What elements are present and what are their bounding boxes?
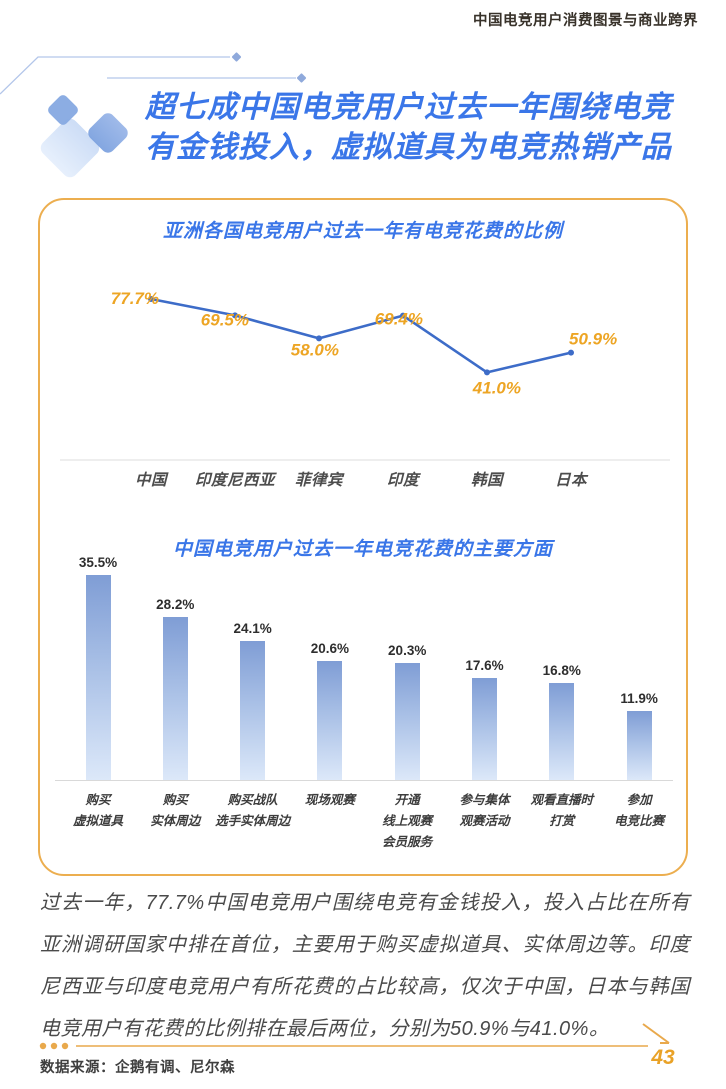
- bar-value-label: 11.9%: [620, 691, 658, 706]
- diamonds-icon: [40, 95, 128, 178]
- bar-value-label: 20.6%: [310, 641, 350, 656]
- line-chart-category-label: 中国: [134, 472, 167, 489]
- bar: [240, 641, 266, 780]
- line-point-marker: [316, 335, 322, 342]
- bar-category-line: 开通: [394, 793, 420, 807]
- bar-category-line: 参加: [626, 793, 652, 807]
- bar-chart-area: 35.5% 28.2% 24.1% 20.6% 20.3% 17.6% 16.8% 11.9%: [40, 555, 686, 780]
- line-point-label: 50.9%: [569, 330, 617, 349]
- line-chart-category-label: 菲律宾: [294, 472, 343, 489]
- bar-category-line: 选手实体周边: [215, 814, 291, 828]
- line-point-marker: [484, 369, 490, 376]
- bar-category-label: 购买 实体周边: [130, 790, 220, 832]
- bar-value-label: 28.2%: [156, 597, 195, 612]
- page-number: 43: [651, 1046, 675, 1069]
- line-series: [150, 297, 572, 374]
- line-point-label: 41.0%: [472, 378, 521, 397]
- bar-category-label: 购买 虚拟道具: [53, 790, 143, 832]
- line-chart-category-label: 印度尼西亚: [194, 472, 275, 489]
- bar-value-label: 35.5%: [78, 555, 118, 570]
- bar-category-line: 虚拟道具: [72, 814, 123, 828]
- bar-category-label: 开通线上观赛会员服务: [362, 790, 452, 853]
- bar-category-line: 观看直播时: [530, 793, 594, 807]
- bar-value-label: 16.8%: [542, 663, 581, 678]
- data-source-label: 数据来源：企鹅有调、尼尔森: [40, 1060, 235, 1076]
- bar: [162, 617, 188, 780]
- line-point-label: 77.7%: [111, 289, 159, 308]
- header-band: 中国电竞用户消费图景与商业跨界: [0, 0, 726, 38]
- line-point-label: 58.0%: [291, 340, 339, 359]
- line-point-label: 69.5%: [201, 310, 249, 329]
- bar: [85, 575, 111, 780]
- line-chart-category-label: 印度: [386, 472, 419, 489]
- bar-category-label: 观看直播时 打赏: [517, 790, 607, 832]
- bar-category-line: 打赏: [549, 814, 575, 828]
- page-title-line2: 有金钱投入，虚拟道具为电竞热销产品: [145, 131, 672, 164]
- footer-divider: [39, 1042, 648, 1050]
- bar-category-label: 现场观赛: [285, 790, 375, 811]
- bar-category-line: 线上观赛: [382, 814, 433, 828]
- bar-category-line: 实体周边: [150, 814, 201, 828]
- bar-category-line: 参与集体: [459, 793, 510, 807]
- bar-chart-axis-line: [55, 780, 673, 781]
- line-chart-category-label: 韩国: [470, 472, 503, 489]
- bar: [394, 663, 420, 780]
- line-point-marker: [568, 349, 574, 356]
- line-chart-categories: 中国 印度尼西亚 菲律宾 印度 韩国 日本: [40, 468, 686, 494]
- bar: [472, 678, 497, 780]
- chart-panel: 亚洲各国电竞用户过去一年有电竞花费的比例 77.7% 69.5% 58.0% 69.4…: [38, 198, 688, 876]
- bar-chart-title: 中国电竞用户过去一年电竞花费的主要方面: [172, 539, 553, 560]
- header-title: 中国电竞用户消费图景与商业跨界: [473, 12, 698, 29]
- line-chart-category-label: 日本: [554, 472, 587, 489]
- line-chart-svg: 77.7% 69.5% 58.0% 69.4% 41.0% 50.9%: [60, 289, 670, 461]
- line-chart-title: 亚洲各国电竞用户过去一年有电竞花费的比例: [162, 221, 563, 242]
- bar-category-label: 参加 电竞比赛: [594, 790, 684, 832]
- body-paragraph: 过去一年，77.7%中国电竞用户围绕电竞有金钱投入，投入占比在所有亚洲调研国家中…: [40, 892, 690, 1040]
- bar: [549, 683, 575, 780]
- page-title-line1: 超七成中国电竞用户过去一年围绕电竞: [145, 91, 672, 124]
- line-point-marker: [400, 312, 406, 319]
- bar-category-label: 购买战队选手实体周边: [208, 790, 298, 832]
- bar-category-line: 电竞比赛: [614, 814, 665, 828]
- bar-category-line: 会员服务: [382, 835, 433, 849]
- bar-value-label: 17.6%: [465, 658, 504, 673]
- bar-category-line: 购买战队: [227, 793, 278, 807]
- bar-category-line: 购买: [162, 793, 188, 807]
- bar-category-line: 购买: [85, 793, 111, 807]
- line-point-marker: [148, 296, 154, 302]
- bar-category-line: 现场观赛: [304, 793, 355, 807]
- line-point-marker: [232, 312, 238, 319]
- bar: [626, 711, 652, 780]
- bar-category-label: 参与集体 观赛活动: [440, 790, 530, 832]
- line-point-label: 69.4%: [375, 310, 423, 329]
- bar-value-label: 20.3%: [388, 643, 427, 658]
- bar: [317, 661, 343, 780]
- bar-category-line: 观赛活动: [459, 814, 510, 828]
- page-title: 超七成中国电竞用户过去一年围绕电竞 有金钱投入，虚拟道具为电竞热销产品: [145, 88, 705, 168]
- decorative-lines: [0, 52, 307, 95]
- bar-value-label: 24.1%: [233, 621, 272, 636]
- page-corner-arrow-icon: [642, 1023, 670, 1044]
